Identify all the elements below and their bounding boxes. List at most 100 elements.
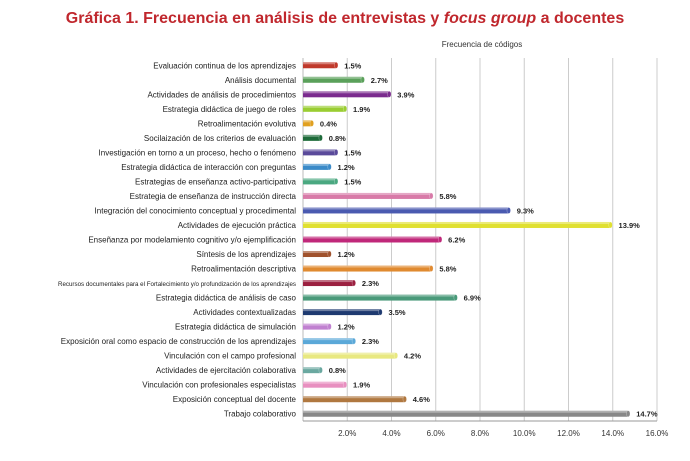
bar-cap — [351, 337, 356, 345]
x-tick-label: 10.0% — [513, 429, 536, 438]
bar-cap — [438, 236, 443, 243]
bar-highlight — [303, 207, 509, 210]
value-label: 2.3% — [362, 337, 379, 346]
x-tick-label: 6.0% — [427, 429, 445, 438]
x-axis-ticks: 2.0% 4.0% 6.0% 8.0% 10.0% 12.0% 14.0% 16.0% — [338, 429, 668, 438]
value-label: 6.9% — [464, 294, 481, 303]
bar-highlight — [303, 62, 337, 65]
bar-cap — [309, 120, 314, 127]
bar — [303, 294, 456, 301]
bar-highlight — [303, 367, 321, 370]
bar-highlight — [303, 221, 611, 224]
value-label: 9.3% — [517, 206, 534, 215]
value-label: 5.8% — [439, 192, 456, 201]
bar-highlight — [303, 294, 456, 297]
value-label: 1.2% — [338, 323, 355, 332]
value-label: 1.2% — [338, 250, 355, 259]
value-label: 1.5% — [344, 148, 361, 157]
category-label: Actividades de ejecución práctica — [178, 221, 297, 230]
category-label: Exposición conceptual del docente — [173, 395, 297, 404]
value-labels: 1.5% 2.7% 3.9% 1.9% 0.4% 0.8% 1.5% 1.2% 1.5% 5.8%… — [320, 61, 658, 418]
value-label: 13.9% — [619, 221, 641, 230]
bar-cap — [387, 91, 392, 98]
category-label: Evaluación continua de los aprendizajes — [153, 61, 296, 70]
category-label: Estrategia de enseñanza de instrucción d… — [130, 192, 297, 201]
value-label: 1.2% — [338, 163, 355, 172]
bar-cap — [360, 76, 365, 84]
bar — [303, 62, 337, 69]
bar-highlight — [303, 338, 354, 341]
chart-title: Gráfica 1. Frecuencia en análisis de ent… — [0, 10, 690, 28]
bar-highlight — [303, 280, 354, 283]
category-label: Retroalimentación evolutiva — [198, 119, 297, 128]
bars — [303, 61, 631, 418]
category-label: Integración del conocimiento conceptual … — [95, 206, 297, 215]
bar — [303, 338, 354, 345]
category-label: Estrategia didáctica de análisis de caso — [156, 294, 297, 303]
bar — [303, 309, 381, 316]
bar — [303, 178, 337, 185]
bar-cap — [608, 221, 613, 229]
category-label: Actividades contextualizadas — [193, 308, 296, 317]
category-label: Estrategia didáctica de juego de roles — [163, 105, 296, 114]
bar — [303, 149, 337, 156]
value-label: 3.5% — [388, 308, 405, 317]
x-tick-label: 2.0% — [338, 429, 356, 438]
bar-cap — [334, 61, 339, 69]
chart-title-part3: a docentes — [536, 10, 625, 27]
bar-cap — [327, 323, 332, 330]
bar — [303, 367, 321, 374]
bar-cap — [334, 149, 339, 156]
bar-cap — [453, 294, 458, 301]
bar-highlight — [303, 192, 432, 195]
x-tick-label: 8.0% — [471, 429, 489, 438]
bar-highlight — [303, 309, 381, 312]
category-label: Análisis documental — [225, 76, 296, 85]
bar-highlight — [303, 91, 390, 94]
bar-cap — [429, 192, 434, 200]
bar-cap — [327, 163, 332, 171]
bar-cap — [318, 366, 323, 374]
bar — [303, 352, 396, 359]
value-label: 1.5% — [344, 177, 361, 186]
bar-highlight — [303, 265, 432, 268]
value-label: 3.9% — [397, 90, 414, 99]
bar — [303, 192, 432, 199]
bar — [303, 236, 441, 243]
value-label: 0.8% — [329, 366, 346, 375]
value-label: 2.3% — [362, 279, 379, 288]
bar — [303, 163, 330, 170]
category-label: Estrategia didáctica de interacción con … — [121, 163, 296, 172]
series-label: Frecuencia de códigos — [442, 40, 523, 49]
bar-highlight — [303, 105, 346, 108]
bar — [303, 105, 346, 112]
bar — [303, 381, 346, 388]
category-label: Enseñanza por modelamiento cognitivo y/o… — [88, 236, 296, 245]
bar-cap — [402, 395, 407, 403]
category-label: Vinculación con el campo profesional — [164, 352, 296, 361]
bar-highlight — [303, 134, 321, 137]
x-tick-label: 16.0% — [646, 429, 669, 438]
x-tick-label: 4.0% — [382, 429, 400, 438]
bar-highlight — [303, 149, 337, 152]
bar — [303, 91, 390, 98]
chart-title-italic: focus group — [443, 10, 537, 27]
value-label: 4.6% — [413, 395, 430, 404]
bar — [303, 396, 405, 403]
value-label: 1.5% — [344, 61, 361, 70]
value-label: 5.8% — [439, 265, 456, 274]
bar-highlight — [303, 236, 441, 239]
category-labels: Evaluación continua de los aprendizajes A… — [58, 61, 297, 418]
bar — [303, 120, 312, 127]
bar — [303, 251, 330, 258]
value-label: 0.4% — [320, 119, 337, 128]
bar — [303, 265, 432, 272]
bar-cap — [342, 381, 348, 389]
bar-cap — [342, 105, 348, 113]
x-tick-label: 14.0% — [601, 429, 624, 438]
bar-cap — [626, 410, 631, 418]
chart-title-part1: Gráfica 1. Frecuencia en análisis de ent… — [65, 10, 444, 27]
category-label: Estrategia didáctica de simulación — [175, 323, 296, 332]
category-label: Socilaización de los criterios de evalua… — [144, 134, 296, 143]
bar-highlight — [303, 120, 312, 123]
